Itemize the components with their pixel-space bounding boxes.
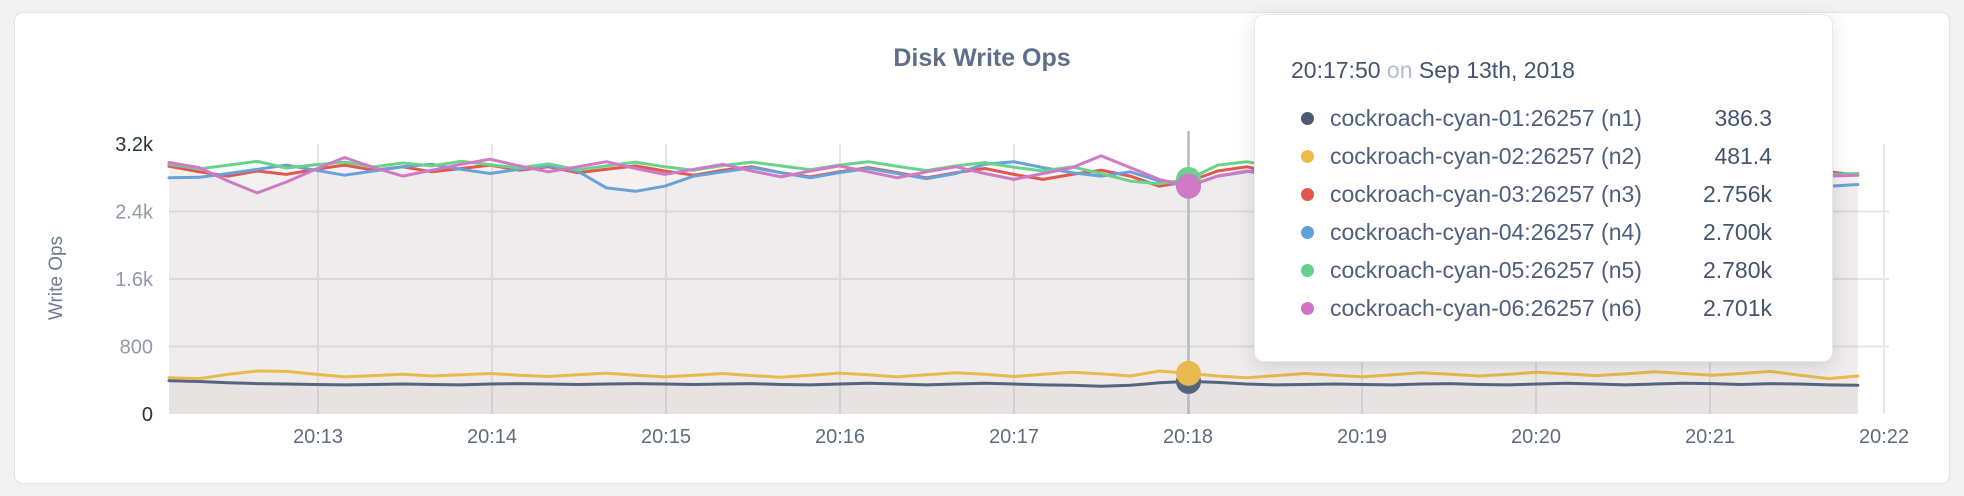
y-tick-label: 0 [142,404,153,426]
tooltip-row: cockroach-cyan-02:26257 (n2) 481.4 [1291,137,1772,175]
tooltip-row: cockroach-cyan-06:26257 (n6) 2.701k [1291,289,1772,327]
x-tick-label: 20:14 [467,426,517,448]
hover-tooltip: 20:17:50 on Sep 13th, 2018 cockroach-cya… [1254,14,1833,362]
tooltip-row: cockroach-cyan-03:26257 (n3) 2.756k [1291,175,1772,213]
x-tick-label: 20:15 [641,426,691,448]
y-tick-label: 800 [120,337,153,359]
series-line-n2 [167,369,1860,381]
x-tick-label: 20:13 [293,426,343,448]
series-name: cockroach-cyan-04:26257 (n4) [1330,218,1642,245]
series-color-dot-icon [1301,263,1314,277]
series-color-dot-icon [1301,187,1314,201]
x-tick-label: 20:16 [815,426,865,448]
series-value: 2.701k [1702,294,1772,321]
series-value: 2.780k [1702,256,1772,283]
chart-card: Disk Write Ops Write Ops 3.2k 2.4k 1.6k 800… [14,12,1950,484]
series-name: cockroach-cyan-05:26257 (n5) [1330,256,1642,283]
series-name: cockroach-cyan-06:26257 (n6) [1330,294,1642,321]
hover-dot-n6 [1176,173,1201,199]
x-tick-label: 20:21 [1685,426,1735,448]
series-value: 2.700k [1702,218,1772,245]
chart-title: Disk Write Ops [893,44,1071,72]
series-area-n2 [169,371,1858,414]
series-color-dot-icon [1301,149,1314,163]
series-color-dot-icon [1301,225,1314,239]
x-tick-label: 20:18 [1163,426,1213,448]
tooltip-time: 20:17:50 [1291,57,1381,83]
tooltip-header: 20:17:50 on Sep 13th, 2018 [1291,57,1772,84]
tooltip-row: cockroach-cyan-04:26257 (n4) 2.700k [1291,213,1772,251]
series-value: 481.4 [1714,142,1772,169]
series-name: cockroach-cyan-01:26257 (n1) [1330,104,1642,131]
tooltip-on-word: on [1386,57,1413,83]
tooltip-rows: cockroach-cyan-01:26257 (n1) 386.3 cockroa… [1291,99,1772,327]
y-tick-label: 2.4k [115,202,154,224]
series-color-dot-icon [1301,111,1314,125]
y-tick-label: 1.6k [115,269,154,291]
tooltip-date: Sep 13th, 2018 [1418,57,1575,83]
x-tick-label: 20:22 [1859,426,1909,448]
series-color-dot-icon [1301,301,1314,315]
series-value: 2.756k [1702,180,1772,207]
y-tick-label: 3.2k [115,134,154,156]
series-name: cockroach-cyan-02:26257 (n2) [1330,142,1642,169]
series-area-n1 [169,380,1858,414]
hover-dot-n2 [1176,360,1201,386]
series-value: 386.3 [1714,104,1772,131]
series-name: cockroach-cyan-03:26257 (n3) [1330,180,1642,207]
series-line-n1 [167,379,1860,388]
x-tick-label: 20:20 [1511,426,1561,448]
tooltip-row: cockroach-cyan-01:26257 (n1) 386.3 [1291,99,1772,137]
x-tick-label: 20:17 [989,426,1039,448]
tooltip-row: cockroach-cyan-05:26257 (n5) 2.780k [1291,251,1772,289]
x-tick-label: 20:19 [1337,426,1387,448]
